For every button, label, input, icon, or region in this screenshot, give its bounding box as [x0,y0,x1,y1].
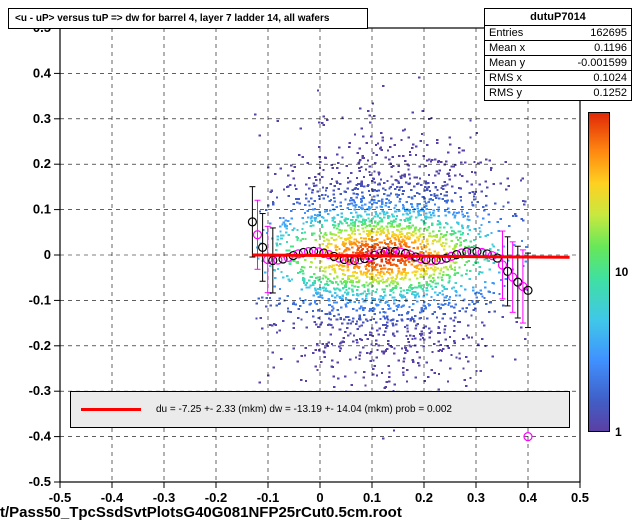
plot-title-text: <u - uP> versus tuP => dw for barrel 4, … [15,13,329,24]
colorbar-tick-label: 10 [615,265,628,279]
svg-text:-0.3: -0.3 [153,490,175,505]
stats-rmsy-label: RMS y [489,87,522,99]
stats-meanx-value: 0.1196 [594,42,627,54]
stats-meanx-label: Mean x [489,42,525,54]
stats-rmsx-value: 0.1024 [593,72,627,84]
plot-title-box: <u - uP> versus tuP => dw for barrel 4, … [8,8,368,29]
svg-text:-0.2: -0.2 [29,338,51,353]
stats-row-entries: Entries 162695 [485,26,631,41]
stats-entries-value: 162695 [590,27,627,39]
stats-rmsx-label: RMS x [489,72,522,84]
stats-name: dutuP7014 [485,9,631,26]
svg-text:0.3: 0.3 [33,111,51,126]
svg-text:0: 0 [316,490,323,505]
stats-row-rmsx: RMS x 0.1024 [485,71,631,86]
svg-text:0.2: 0.2 [33,156,51,171]
stats-meany-value: -0.001599 [577,57,627,69]
svg-text:-0.4: -0.4 [29,429,52,444]
svg-text:-0.2: -0.2 [205,490,227,505]
stats-entries-label: Entries [489,27,523,39]
svg-text:0.4: 0.4 [33,65,52,80]
stats-meany-label: Mean y [489,57,525,69]
svg-text:-0.5: -0.5 [49,490,71,505]
stats-box: dutuP7014 Entries 162695 Mean x 0.1196 M… [484,8,632,101]
fit-line-sample [81,408,141,411]
svg-text:-0.5: -0.5 [29,474,51,489]
stats-row-rmsy: RMS y 0.1252 [485,86,631,100]
svg-text:0.5: 0.5 [571,490,589,505]
stats-rmsy-value: 0.1252 [593,87,627,99]
svg-text:0: 0 [44,247,51,262]
colorbar-tick-label: 1 [615,425,622,439]
svg-text:0.2: 0.2 [415,490,433,505]
svg-text:0.1: 0.1 [363,490,381,505]
root-plot-container: <u - uP> versus tuP => dw for barrel 4, … [0,0,640,523]
svg-text:0.4: 0.4 [519,490,538,505]
stats-row-meany: Mean y -0.001599 [485,56,631,71]
svg-text:-0.1: -0.1 [257,490,279,505]
footer-filename: t/Pass50_TpcSsdSvtPlotsG40G081NFP25rCut0… [0,504,402,521]
svg-text:0.3: 0.3 [467,490,485,505]
fit-result-text: du = -7.25 +- 2.33 (mkm) dw = -13.19 +- … [156,404,452,415]
svg-text:0.1: 0.1 [33,202,51,217]
stats-row-meanx: Mean x 0.1196 [485,41,631,56]
fit-result-box: du = -7.25 +- 2.33 (mkm) dw = -13.19 +- … [70,391,570,427]
svg-text:-0.1: -0.1 [29,292,51,307]
svg-text:-0.4: -0.4 [101,490,124,505]
colorbar [588,112,610,432]
svg-text:-0.3: -0.3 [29,383,51,398]
